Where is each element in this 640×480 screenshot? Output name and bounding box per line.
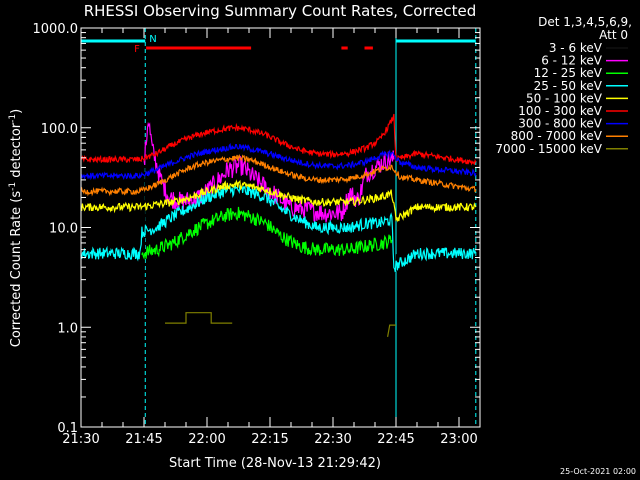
legend-attenuator: Att 0	[599, 28, 628, 42]
series-line-8-seg-0	[165, 312, 233, 324]
y-tick-label-2: 10.0	[49, 222, 78, 237]
x-tick-label-4: 22:30	[314, 432, 351, 447]
axes-layer: 0.1 1.0 10.0 100.0 1000.0 21:30 21:45 22:00 22:1…	[33, 22, 481, 447]
y-axis-label: Corrected Count Rate (s-1 detector-1)	[8, 109, 24, 347]
series-line-7-seg-0	[80, 154, 477, 197]
footer-date: 25-Oct-2021 02:00	[560, 467, 636, 476]
x-tick-label-0: 21:30	[62, 432, 99, 447]
x-tick-label-5: 22:45	[377, 432, 414, 447]
top-bar-label-F: F	[134, 44, 140, 55]
chart-title: RHESSI Observing Summary Count Rates, Co…	[84, 2, 477, 20]
legend-label-4: 50 - 100 keV	[526, 91, 603, 105]
series-line-8-seg-1	[387, 324, 396, 338]
x-tick-label-1: 21:45	[125, 432, 162, 447]
series-line-3-seg-0	[80, 184, 477, 273]
x-axis-label: Start Time (28-Nov-13 21:29:42)	[169, 456, 381, 471]
y-tick-label-0: 0.1	[57, 421, 78, 436]
legend-label-1: 6 - 12 keV	[541, 54, 603, 68]
x-tick-label-3: 22:15	[251, 432, 288, 447]
series-line-4-seg-0	[80, 179, 477, 223]
series-line-5-seg-0	[80, 113, 477, 166]
legend-label-3: 25 - 50 keV	[534, 79, 603, 93]
legend-label-8: 7000 - 15000 keV	[495, 142, 602, 156]
y-axis-label-end: )	[9, 109, 24, 114]
y-tick-label-1: 1.0	[57, 321, 78, 336]
legend-label-0: 3 - 6 keV	[549, 41, 603, 55]
legend-label-5: 100 - 300 keV	[518, 104, 602, 118]
y-tick-label-4: 1000.0	[33, 22, 79, 37]
y-axis-label-mid: detector	[9, 122, 24, 182]
series-layer	[80, 113, 477, 338]
series-line-6-seg-0	[80, 143, 477, 181]
legend-label-6: 300 - 800 keV	[518, 117, 602, 131]
series-line-1-seg-0	[143, 121, 395, 223]
y-axis-label-main: Corrected Count Rate (s	[9, 191, 24, 348]
legend-label-7: 800 - 7000 keV	[511, 129, 603, 143]
y-tick-label-3: 100.0	[41, 122, 78, 137]
legend-label-2: 12 - 25 keV	[534, 66, 603, 80]
y-axis-label-sup-2: -1	[8, 114, 18, 123]
x-tick-label-2: 22:00	[188, 432, 225, 447]
top-bar-label-N: N	[149, 34, 156, 45]
y-axis-label-sup: -1	[8, 182, 18, 191]
series-line-2-seg-0	[141, 206, 393, 260]
legend-title: Det 1,3,4,5,6,9,	[538, 15, 632, 29]
observing-bars-layer: NF	[81, 34, 476, 55]
x-tick-label-6: 23:00	[440, 432, 477, 447]
